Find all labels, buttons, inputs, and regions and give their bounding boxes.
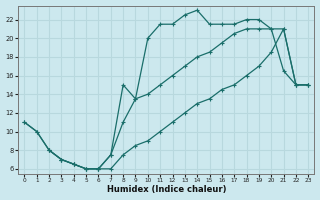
- X-axis label: Humidex (Indice chaleur): Humidex (Indice chaleur): [107, 185, 226, 194]
